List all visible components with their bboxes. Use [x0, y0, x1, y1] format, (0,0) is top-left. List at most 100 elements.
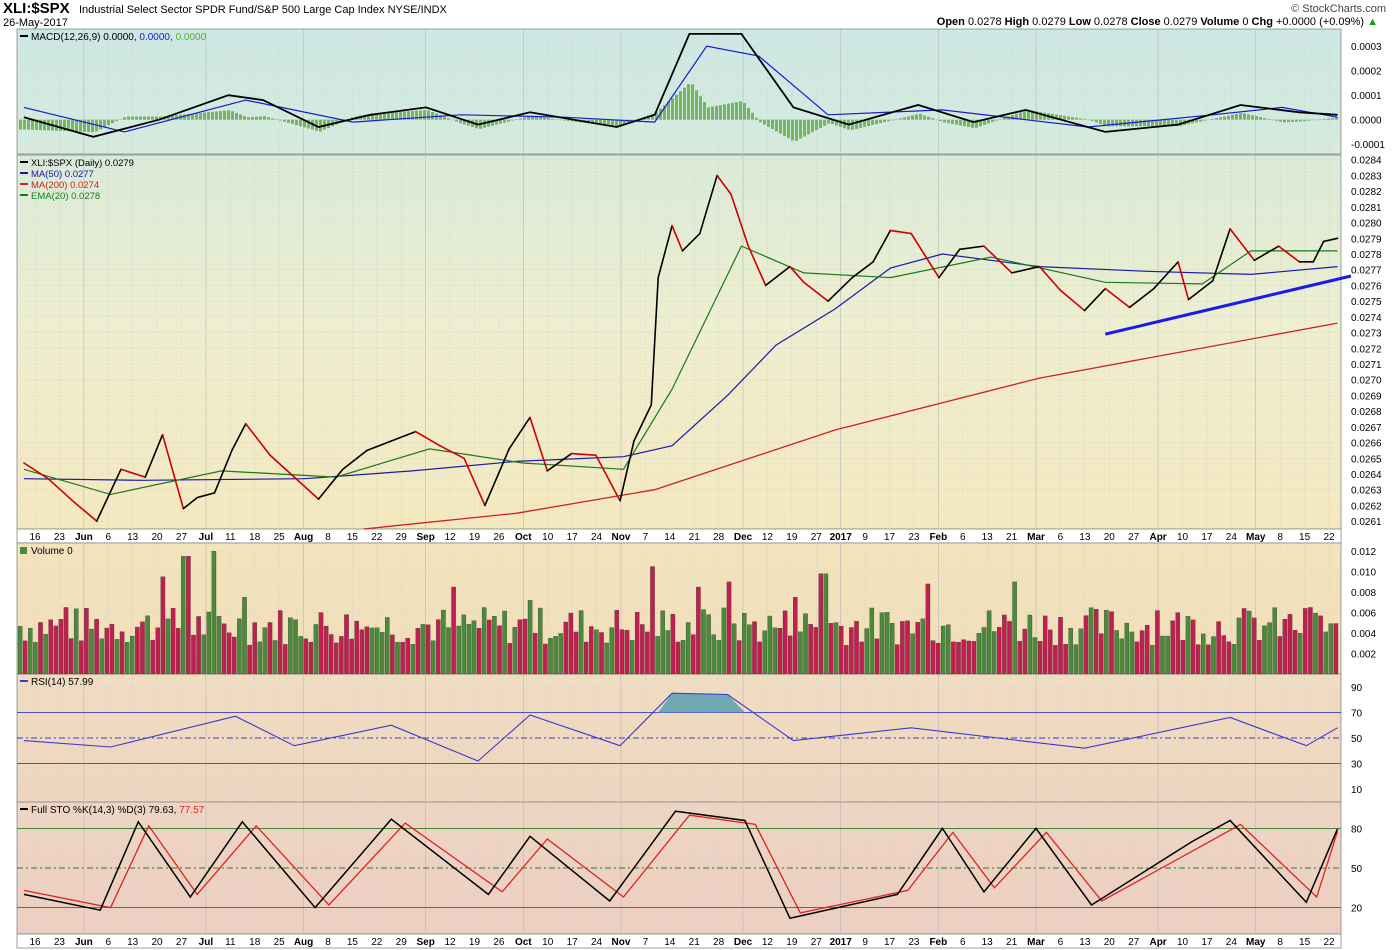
volume-bar [997, 627, 1002, 675]
macd-histogram-bar [1043, 112, 1046, 120]
date-tick-label: Aug [294, 937, 313, 948]
date-tick-label: 6 [105, 532, 111, 543]
volume-bar [629, 640, 635, 675]
quote-label: Close [1130, 16, 1161, 28]
volume-bar [456, 625, 461, 675]
y-tick-label: 0.0271 [1351, 360, 1382, 371]
ma50-line [23, 253, 1338, 481]
macd-histogram-bar [687, 84, 690, 120]
volume-bar [135, 626, 140, 675]
volume-bar [1007, 621, 1012, 675]
volume-bar [461, 614, 467, 675]
volume-bar [1063, 644, 1068, 675]
macd-histogram-bar [387, 112, 390, 120]
volume-bar [466, 623, 472, 675]
macd-histogram-bar [911, 115, 914, 120]
volume-bar [813, 627, 818, 675]
macd-histogram-bar [919, 114, 922, 120]
macd-histogram-bar [555, 119, 558, 120]
volume-bar [130, 635, 135, 675]
macd-histogram-bar [1103, 119, 1106, 126]
macd-histogram-bar [1079, 118, 1082, 120]
date-tick-label: 20 [152, 532, 164, 543]
macd-histogram-bar [751, 112, 754, 120]
macd-histogram-bar [255, 116, 258, 120]
volume-bar [232, 636, 237, 675]
volume-bar [752, 621, 757, 675]
volume-bar [471, 620, 477, 675]
volume-bar [405, 637, 410, 675]
macd-histogram-bar [883, 119, 886, 123]
volume-bar [334, 642, 339, 675]
date-tick-label: 23 [908, 532, 920, 543]
volume-bar [731, 623, 737, 675]
macd-histogram-bar [1119, 119, 1122, 127]
macd-histogram-bar [1239, 113, 1242, 120]
date-tick-label: 13 [982, 532, 994, 543]
macd-histogram-bar [263, 116, 266, 120]
macd-histogram-bar [279, 119, 282, 121]
macd-histogram-bar [427, 110, 430, 120]
macd-histogram-bar [431, 111, 434, 120]
volume-bar [859, 641, 864, 675]
price-segment [657, 224, 673, 279]
macd-histogram-bar [227, 110, 230, 120]
macd-histogram-bar [1291, 119, 1294, 122]
macd-histogram-bar [407, 111, 410, 120]
macd-histogram-bar [231, 111, 234, 120]
date-tick-label: 27 [811, 937, 823, 948]
macd-histogram-bar [839, 119, 842, 127]
y-tick-label: 10 [1351, 785, 1363, 796]
volume-bar [1267, 622, 1272, 675]
macd-histogram-bar [1167, 119, 1170, 127]
volume-bar [303, 638, 308, 675]
macd-histogram-bar [191, 113, 194, 120]
volume-bar [1078, 628, 1084, 675]
volume-bar [691, 634, 696, 675]
chg-arrow: ▲ [1367, 16, 1378, 28]
macd-histogram-bar [491, 119, 494, 126]
macd-histogram-bar [195, 113, 198, 120]
macd-histogram-bar [547, 118, 550, 120]
volume-bar [369, 627, 375, 675]
volume-bar [1292, 630, 1298, 675]
macd-histogram-bar [1147, 119, 1150, 127]
price-segment [698, 174, 718, 235]
macd-histogram-bar [1259, 117, 1262, 120]
volume-bar [1313, 612, 1318, 675]
date-tick-label: 12 [444, 532, 456, 543]
macd-histogram-bar [1331, 117, 1334, 120]
price-segment [681, 232, 701, 252]
volume-bar [288, 617, 293, 675]
macd-histogram-bar [299, 119, 302, 127]
volume-bar [359, 629, 365, 675]
macd-histogram-bar [251, 116, 254, 120]
macd-histogram-bar [1319, 119, 1322, 120]
volume-bar [313, 624, 319, 675]
date-tick-label: 8 [325, 532, 331, 543]
volume-bar [1190, 619, 1196, 675]
date-tick-label: 13 [127, 937, 139, 948]
macd-histogram-bar [871, 119, 874, 126]
volume-bar [1042, 615, 1048, 675]
y-tick-label: 70 [1351, 708, 1363, 719]
price-segment [23, 462, 49, 480]
quote-label: High [1004, 16, 1030, 28]
macd-histogram-bar [795, 119, 798, 141]
y-tick-label: 0.0272 [1351, 344, 1382, 355]
price-legend-item: MA(50) 0.0277 [31, 169, 94, 180]
volume-bar [481, 607, 487, 675]
volume-bar [124, 642, 130, 675]
macd-histogram-bar [171, 115, 174, 120]
date-tick-label: Nov [612, 532, 631, 543]
y-tick-label: 0.0270 [1351, 376, 1382, 387]
volume-bar [1318, 615, 1323, 675]
macd-histogram-bar [495, 119, 498, 125]
volume-bar [1129, 631, 1135, 675]
trendline [1104, 274, 1352, 336]
y-tick-label: 0.0281 [1351, 203, 1382, 214]
macd-histogram-bar [259, 116, 262, 120]
volume-bar [150, 639, 155, 675]
macd-histogram-bar [1011, 115, 1014, 120]
macd-histogram-bar [887, 119, 890, 122]
